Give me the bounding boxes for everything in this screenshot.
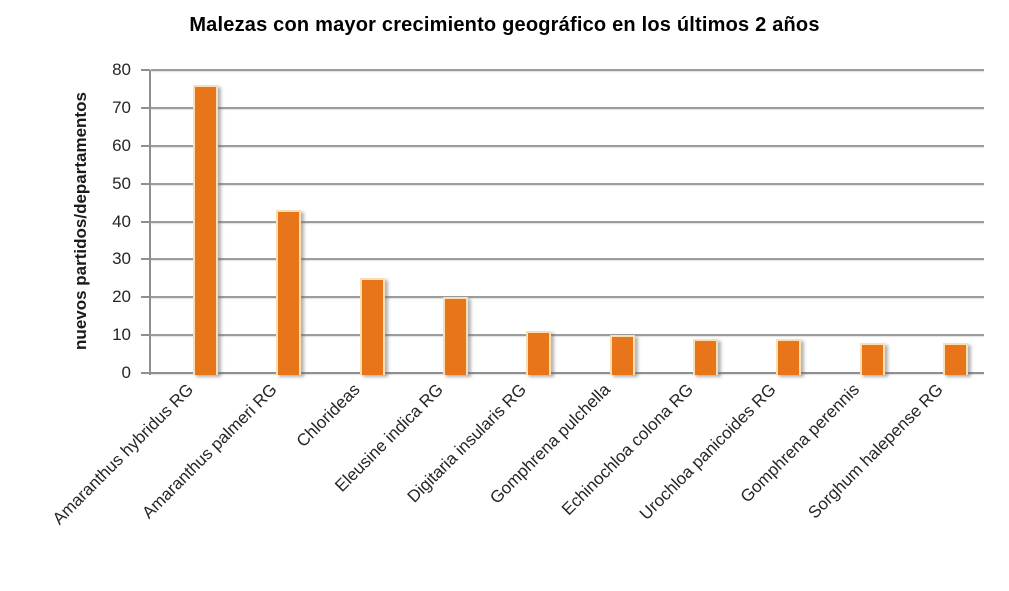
gridline-30: [151, 258, 984, 261]
bar-3: [359, 278, 385, 375]
y-tick-label-10: 10: [112, 325, 131, 345]
bar-2: [276, 210, 302, 375]
gridline-80: [151, 69, 984, 71]
y-tick-mark-30: [141, 258, 150, 261]
chart-title: Malezas con mayor crecimiento geográfico…: [189, 14, 820, 36]
y-tick-label-20: 20: [112, 287, 131, 307]
bar-8: [776, 338, 802, 375]
gridline-60: [151, 144, 984, 147]
gridline-10: [151, 334, 984, 337]
y-tick-mark-50: [141, 182, 150, 185]
y-tick-mark-10: [141, 334, 150, 337]
y-tick-mark-80: [141, 69, 150, 71]
gridline-0: [151, 372, 984, 374]
y-tick-mark-70: [141, 106, 150, 109]
gridline-70: [151, 106, 984, 109]
gridline-40: [151, 220, 984, 223]
y-tick-label-80: 80: [112, 60, 131, 79]
y-tick-mark-0: [141, 372, 150, 374]
x-category-label-2: Amaranthus palmeri RG: [137, 379, 281, 523]
bar-6: [609, 335, 635, 375]
bar-1: [193, 85, 219, 375]
gridline-50: [151, 182, 984, 185]
y-tick-mark-60: [141, 144, 150, 147]
bar-7: [692, 338, 718, 375]
y-tick-label-50: 50: [112, 173, 131, 193]
gridline-20: [151, 296, 984, 299]
y-tick-label-30: 30: [112, 249, 131, 269]
y-tick-label-0: 0: [121, 363, 131, 382]
x-category-label-3: Chlorideas: [292, 379, 364, 451]
bar-10: [942, 342, 968, 375]
bar-5: [526, 331, 552, 375]
bar-9: [859, 342, 885, 375]
bar-4: [443, 297, 469, 375]
x-category-label-10: Sorghum halepense RG: [804, 379, 947, 523]
x-category-label-1: Amaranthus hybridus RG: [48, 379, 198, 529]
y-tick-label-60: 60: [112, 135, 131, 155]
y-tick-label-40: 40: [112, 211, 131, 231]
y-tick-label-70: 70: [112, 97, 131, 117]
y-tick-mark-40: [141, 220, 150, 223]
x-category-label-8: Urochloa panicoides RG: [636, 379, 781, 524]
y-axis-line: [149, 70, 151, 375]
y-tick-mark-20: [141, 296, 150, 299]
